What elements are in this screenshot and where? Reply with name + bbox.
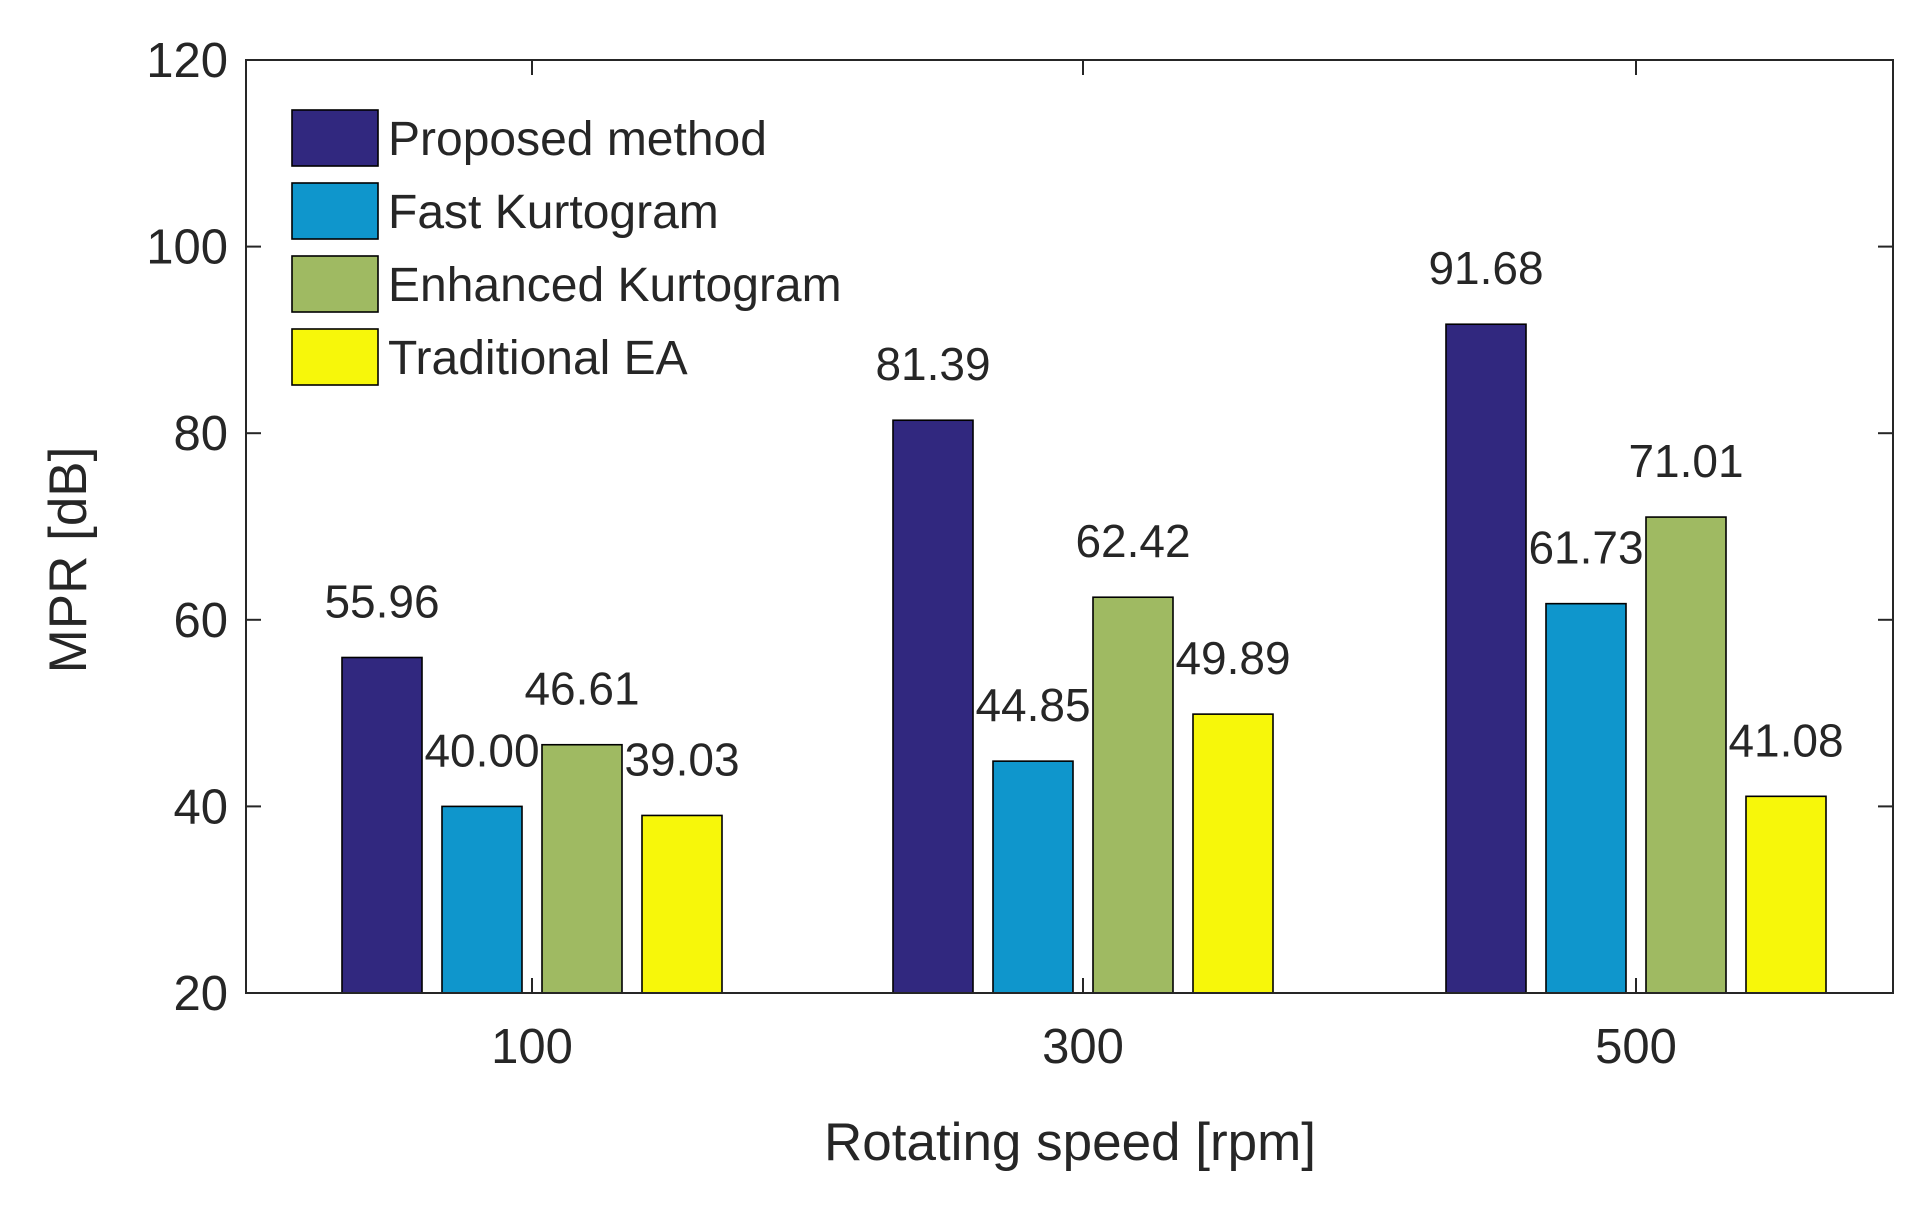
- y-tick-label: 40: [173, 780, 228, 834]
- x-tick-label: 500: [1595, 1020, 1677, 1074]
- data-label: 62.42: [1075, 515, 1190, 567]
- bar-traditional-ea-100: [641, 814, 723, 994]
- data-label: 39.03: [624, 733, 739, 785]
- y-tick-label: 60: [173, 594, 228, 648]
- legend-label: Traditional EA: [388, 332, 688, 385]
- legend-label: Enhanced Kurtogram: [388, 259, 842, 312]
- legend-label: Fast Kurtogram: [388, 186, 719, 239]
- data-label: 61.73: [1528, 522, 1643, 574]
- bar-traditional-ea-500: [1745, 795, 1827, 994]
- bar-fast-kurtogram-500: [1545, 602, 1627, 994]
- x-tick-label: 300: [1042, 1020, 1124, 1074]
- legend-swatch: [291, 182, 379, 240]
- data-label: 46.61: [524, 663, 639, 715]
- data-label: 81.39: [875, 338, 990, 390]
- data-labels-layer: 55.96 81.39 91.68 40.00 44.85 61.73 46.61 62.42…: [324, 242, 1843, 785]
- data-label: 49.89: [1175, 632, 1290, 684]
- bar-fast-kurtogram-100: [441, 805, 523, 994]
- bar-traditional-ea-300: [1192, 713, 1274, 994]
- y-axis-label: MPR [dB]: [39, 447, 98, 674]
- legend-swatch: [291, 255, 379, 313]
- data-label: 55.96: [324, 575, 439, 627]
- bar-proposed-method-500: [1445, 323, 1527, 994]
- y-tick-label: 80: [173, 407, 228, 461]
- legend: Proposed method Fast Kurtogram Enhanced Ku…: [291, 109, 842, 386]
- x-tick-label: 100: [491, 1020, 573, 1074]
- legend-swatch: [291, 109, 379, 167]
- data-label: 71.01: [1628, 435, 1743, 487]
- bar-enhanced-kurtogram-100: [541, 743, 623, 994]
- bar-proposed-method-100: [341, 656, 423, 994]
- data-label: 41.08: [1728, 714, 1843, 766]
- y-tick-label: 100: [146, 221, 228, 275]
- bar-enhanced-kurtogram-500: [1645, 516, 1727, 994]
- bar-enhanced-kurtogram-300: [1092, 596, 1174, 994]
- data-label: 44.85: [975, 679, 1090, 731]
- y-tick-label: 20: [173, 967, 228, 1021]
- data-label: 91.68: [1428, 242, 1543, 294]
- bar-proposed-method-300: [892, 419, 974, 994]
- axes-layer: 20 40 60 80 100 120 100 300 500: [146, 34, 1894, 1074]
- bars-layer: [341, 323, 1827, 994]
- x-axis-label: Rotating speed [rpm]: [824, 1113, 1316, 1172]
- data-label: 40.00: [424, 724, 539, 776]
- legend-label: Proposed method: [388, 113, 767, 166]
- plot-frame: [245, 59, 1894, 994]
- y-tick-label: 120: [146, 34, 228, 88]
- legend-swatch: [291, 328, 379, 386]
- bar-fast-kurtogram-300: [992, 760, 1074, 994]
